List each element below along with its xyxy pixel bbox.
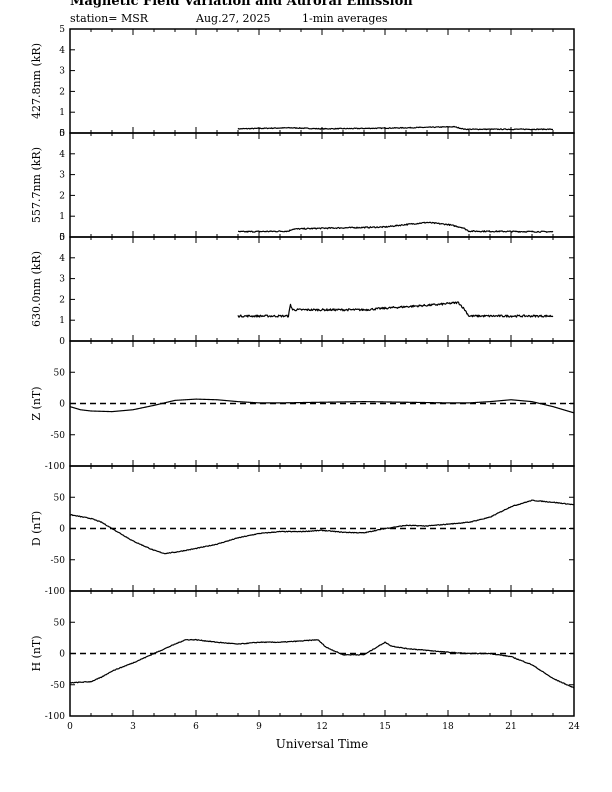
panel-frame: [69, 132, 575, 238]
y-tick-label: 1: [59, 316, 65, 326]
series-line: [69, 638, 575, 689]
y-tick-label: 3: [59, 171, 65, 181]
y-tick-label: 1: [59, 212, 65, 222]
x-tick-label: 18: [442, 722, 454, 732]
y-tick-label: 3: [59, 275, 65, 285]
series-line: [237, 221, 554, 233]
x-tick-label: 0: [67, 722, 73, 732]
panel-d: -100 -50 0 50 D (nT): [30, 465, 575, 597]
panel-frame: [69, 28, 575, 134]
y-axis-label: H (nT): [30, 635, 43, 671]
y-tick-label: 50: [54, 368, 66, 378]
series-line: [69, 398, 575, 414]
y-tick-label: 2: [59, 87, 65, 97]
y-axis-label: D (nT): [30, 511, 43, 546]
y-tick-label: 0: [59, 650, 65, 660]
series-line: [69, 499, 575, 555]
panel-frame: [69, 236, 575, 342]
panel-z: -100 -50 0 50 Z (nT): [30, 340, 575, 472]
y-tick-label: 5: [59, 25, 65, 35]
y-axis-label: Z (nT): [30, 386, 43, 420]
y-tick-label: 3: [59, 67, 65, 77]
y-tick-label: 4: [59, 254, 65, 264]
y-tick-label: 0: [59, 525, 65, 535]
panel-4278nm: 0 1 2 3 4 5 427.8nm (kR): [30, 25, 575, 139]
panel-5577nm: 0 1 2 3 4 5 557.7nm (kR): [30, 129, 575, 243]
y-tick-label: -50: [51, 431, 66, 441]
y-tick-label: 2: [59, 295, 65, 305]
y-tick-label: 4: [59, 150, 65, 160]
y-tick-label: 0: [59, 337, 65, 347]
x-axis-label: Universal Time: [276, 737, 369, 751]
y-tick-label: 0: [59, 129, 65, 139]
x-tick-label: 21: [505, 722, 516, 732]
series-line: [237, 301, 554, 318]
y-axis-label: 557.7nm (kR): [30, 147, 43, 223]
y-tick-label: 50: [54, 618, 66, 628]
y-tick-label: 0: [59, 400, 65, 410]
y-tick-label: 4: [59, 46, 65, 56]
x-tick-label: 6: [193, 722, 199, 732]
y-tick-label: -100: [45, 712, 65, 722]
y-tick-label: -50: [51, 681, 66, 691]
y-tick-label: -50: [51, 556, 66, 566]
y-tick-label: 2: [59, 191, 65, 201]
series-line: [237, 125, 554, 131]
x-tick-label: 24: [568, 722, 580, 732]
y-tick-label: 50: [54, 493, 66, 503]
x-tick-label: 12: [316, 722, 327, 732]
x-tick-label: 3: [130, 722, 136, 732]
y-tick-label: 5: [59, 233, 65, 243]
chart-title: Magnetic Field Variation and Auroral Emi…: [70, 0, 413, 9]
y-tick-label: 5: [59, 129, 65, 139]
x-tick-label: 9: [256, 722, 262, 732]
y-tick-label: 0: [59, 233, 65, 243]
station-label: station= MSR: [70, 12, 149, 25]
y-axis-label: 630.0nm (kR): [30, 251, 43, 327]
date-label: Aug.27, 2025: [196, 12, 271, 25]
y-tick-label: 1: [59, 108, 65, 118]
y-tick-label: -100: [45, 462, 65, 472]
y-tick-label: -100: [45, 587, 65, 597]
panel-6300nm: 0 1 2 3 4 5 630.0nm (kR): [30, 233, 575, 347]
x-tick-label: 15: [379, 722, 391, 732]
y-axis-label: 427.8nm (kR): [30, 43, 43, 119]
averaging-label: 1-min averages: [302, 12, 388, 25]
panel-h: -100 -50 0 50 H (nT) 0 3 6 9 12 15 18 21 24 Universal …: [30, 590, 580, 751]
